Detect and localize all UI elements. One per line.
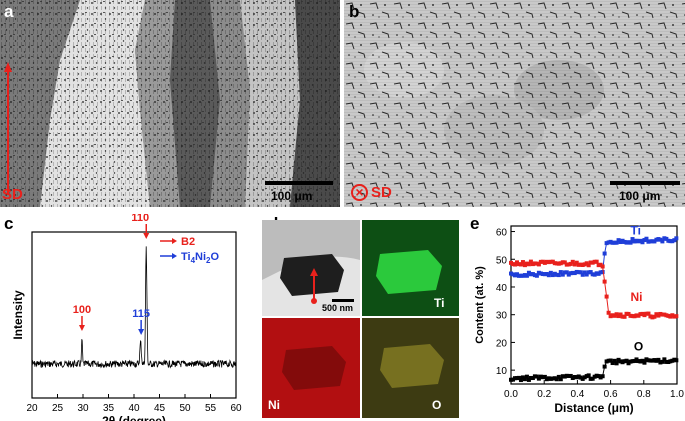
legend-label: B2	[181, 236, 195, 248]
tem-image	[262, 220, 360, 316]
x-tick-label: 1.0	[670, 389, 684, 400]
y-axis-label: Content (at. %)	[474, 266, 486, 344]
y-axis-label: Intensity	[11, 290, 25, 340]
peak-label: 100	[73, 304, 91, 316]
series-line	[510, 358, 677, 381]
x-axis-label: Distance (μm)	[554, 401, 633, 415]
x-tick-label: 35	[103, 403, 115, 414]
series-ni	[509, 259, 679, 320]
eds-map-ti	[362, 220, 459, 316]
legend-arrowhead	[172, 238, 177, 244]
composition-chart: 0.0 0.2 0.4 0.6 0.8 1.0 10 20 30 40 50 60 Distance (…	[474, 223, 684, 415]
x-tick-label: 50	[179, 403, 191, 414]
x-tick-label: 40	[128, 403, 140, 414]
series-o	[509, 357, 679, 383]
y-tick-label: 30	[496, 311, 508, 322]
x-tick-label: 45	[154, 403, 166, 414]
x-tick-label: 0.0	[504, 389, 518, 400]
y-tick-label: 60	[496, 228, 508, 239]
x-tick-label: 30	[77, 403, 89, 414]
scale-label-b: 100 μm	[619, 189, 661, 203]
legend-arrowhead	[172, 253, 177, 259]
data-point	[674, 236, 679, 241]
data-point	[674, 358, 679, 363]
x-tick-label: 55	[205, 403, 217, 414]
peak-arrowhead	[78, 325, 85, 331]
panel-label-c: c	[4, 214, 14, 233]
sd-out-of-plane-icon: ×	[351, 184, 368, 201]
peak-arrowhead	[138, 329, 145, 335]
series-label-ni: Ni	[631, 290, 643, 304]
y-tick-label: 40	[496, 283, 508, 294]
data-point	[674, 314, 679, 319]
peak-marker-110: 110	[131, 214, 150, 239]
series-line	[510, 260, 677, 318]
series-ti	[509, 236, 679, 278]
x-tick-label: 0.4	[570, 389, 584, 400]
panel-a-micrograph	[0, 0, 340, 207]
x-tick-label: 20	[26, 403, 38, 414]
eds-map-o	[362, 318, 459, 418]
y-tick-label: 20	[496, 338, 508, 349]
x-axis-label: 2θ (degree)	[102, 414, 166, 421]
x-tick-label: 60	[230, 403, 242, 414]
map-label-ni: Ni	[268, 398, 280, 412]
peak-label: 110	[131, 214, 149, 224]
y-tick-label: 10	[496, 366, 508, 377]
series-line	[510, 237, 677, 277]
xrd-chart: 20 25 30 35 40 45 50 55 60 2θ (degree) Intensity 10…	[11, 214, 242, 421]
tem-scale-label: 500 nm	[322, 303, 354, 313]
eds-map-ni	[262, 318, 360, 418]
x-tick-label: 25	[52, 403, 64, 414]
peak-label: 115	[132, 308, 150, 320]
xrd-trace	[31, 246, 237, 369]
x-tick-label: 0.6	[604, 389, 618, 400]
x-tick-label: 0.2	[537, 389, 551, 400]
sd-label-a: SD	[2, 186, 23, 203]
peak-marker-115: 115	[132, 308, 150, 335]
peak-marker-100: 100	[73, 304, 91, 331]
panel-label-a: a	[4, 2, 14, 21]
plot-frame	[510, 225, 678, 385]
panel-label-e: e	[470, 214, 480, 233]
series-label-ti: Ti	[631, 223, 641, 237]
y-tick-label: 50	[496, 255, 508, 266]
map-label-ti: Ti	[434, 296, 445, 310]
sd-label-b: SD	[371, 184, 392, 201]
panel-b-micrograph	[344, 0, 685, 207]
scale-label-a: 100 μm	[271, 189, 313, 203]
panel-label-b: b	[349, 2, 360, 21]
series-label-o: O	[634, 340, 643, 354]
x-tick-label: 0.8	[637, 389, 651, 400]
map-label-o: O	[432, 398, 442, 412]
peak-arrowhead	[143, 233, 150, 239]
legend-label: Ti4Ni2O	[181, 251, 219, 265]
